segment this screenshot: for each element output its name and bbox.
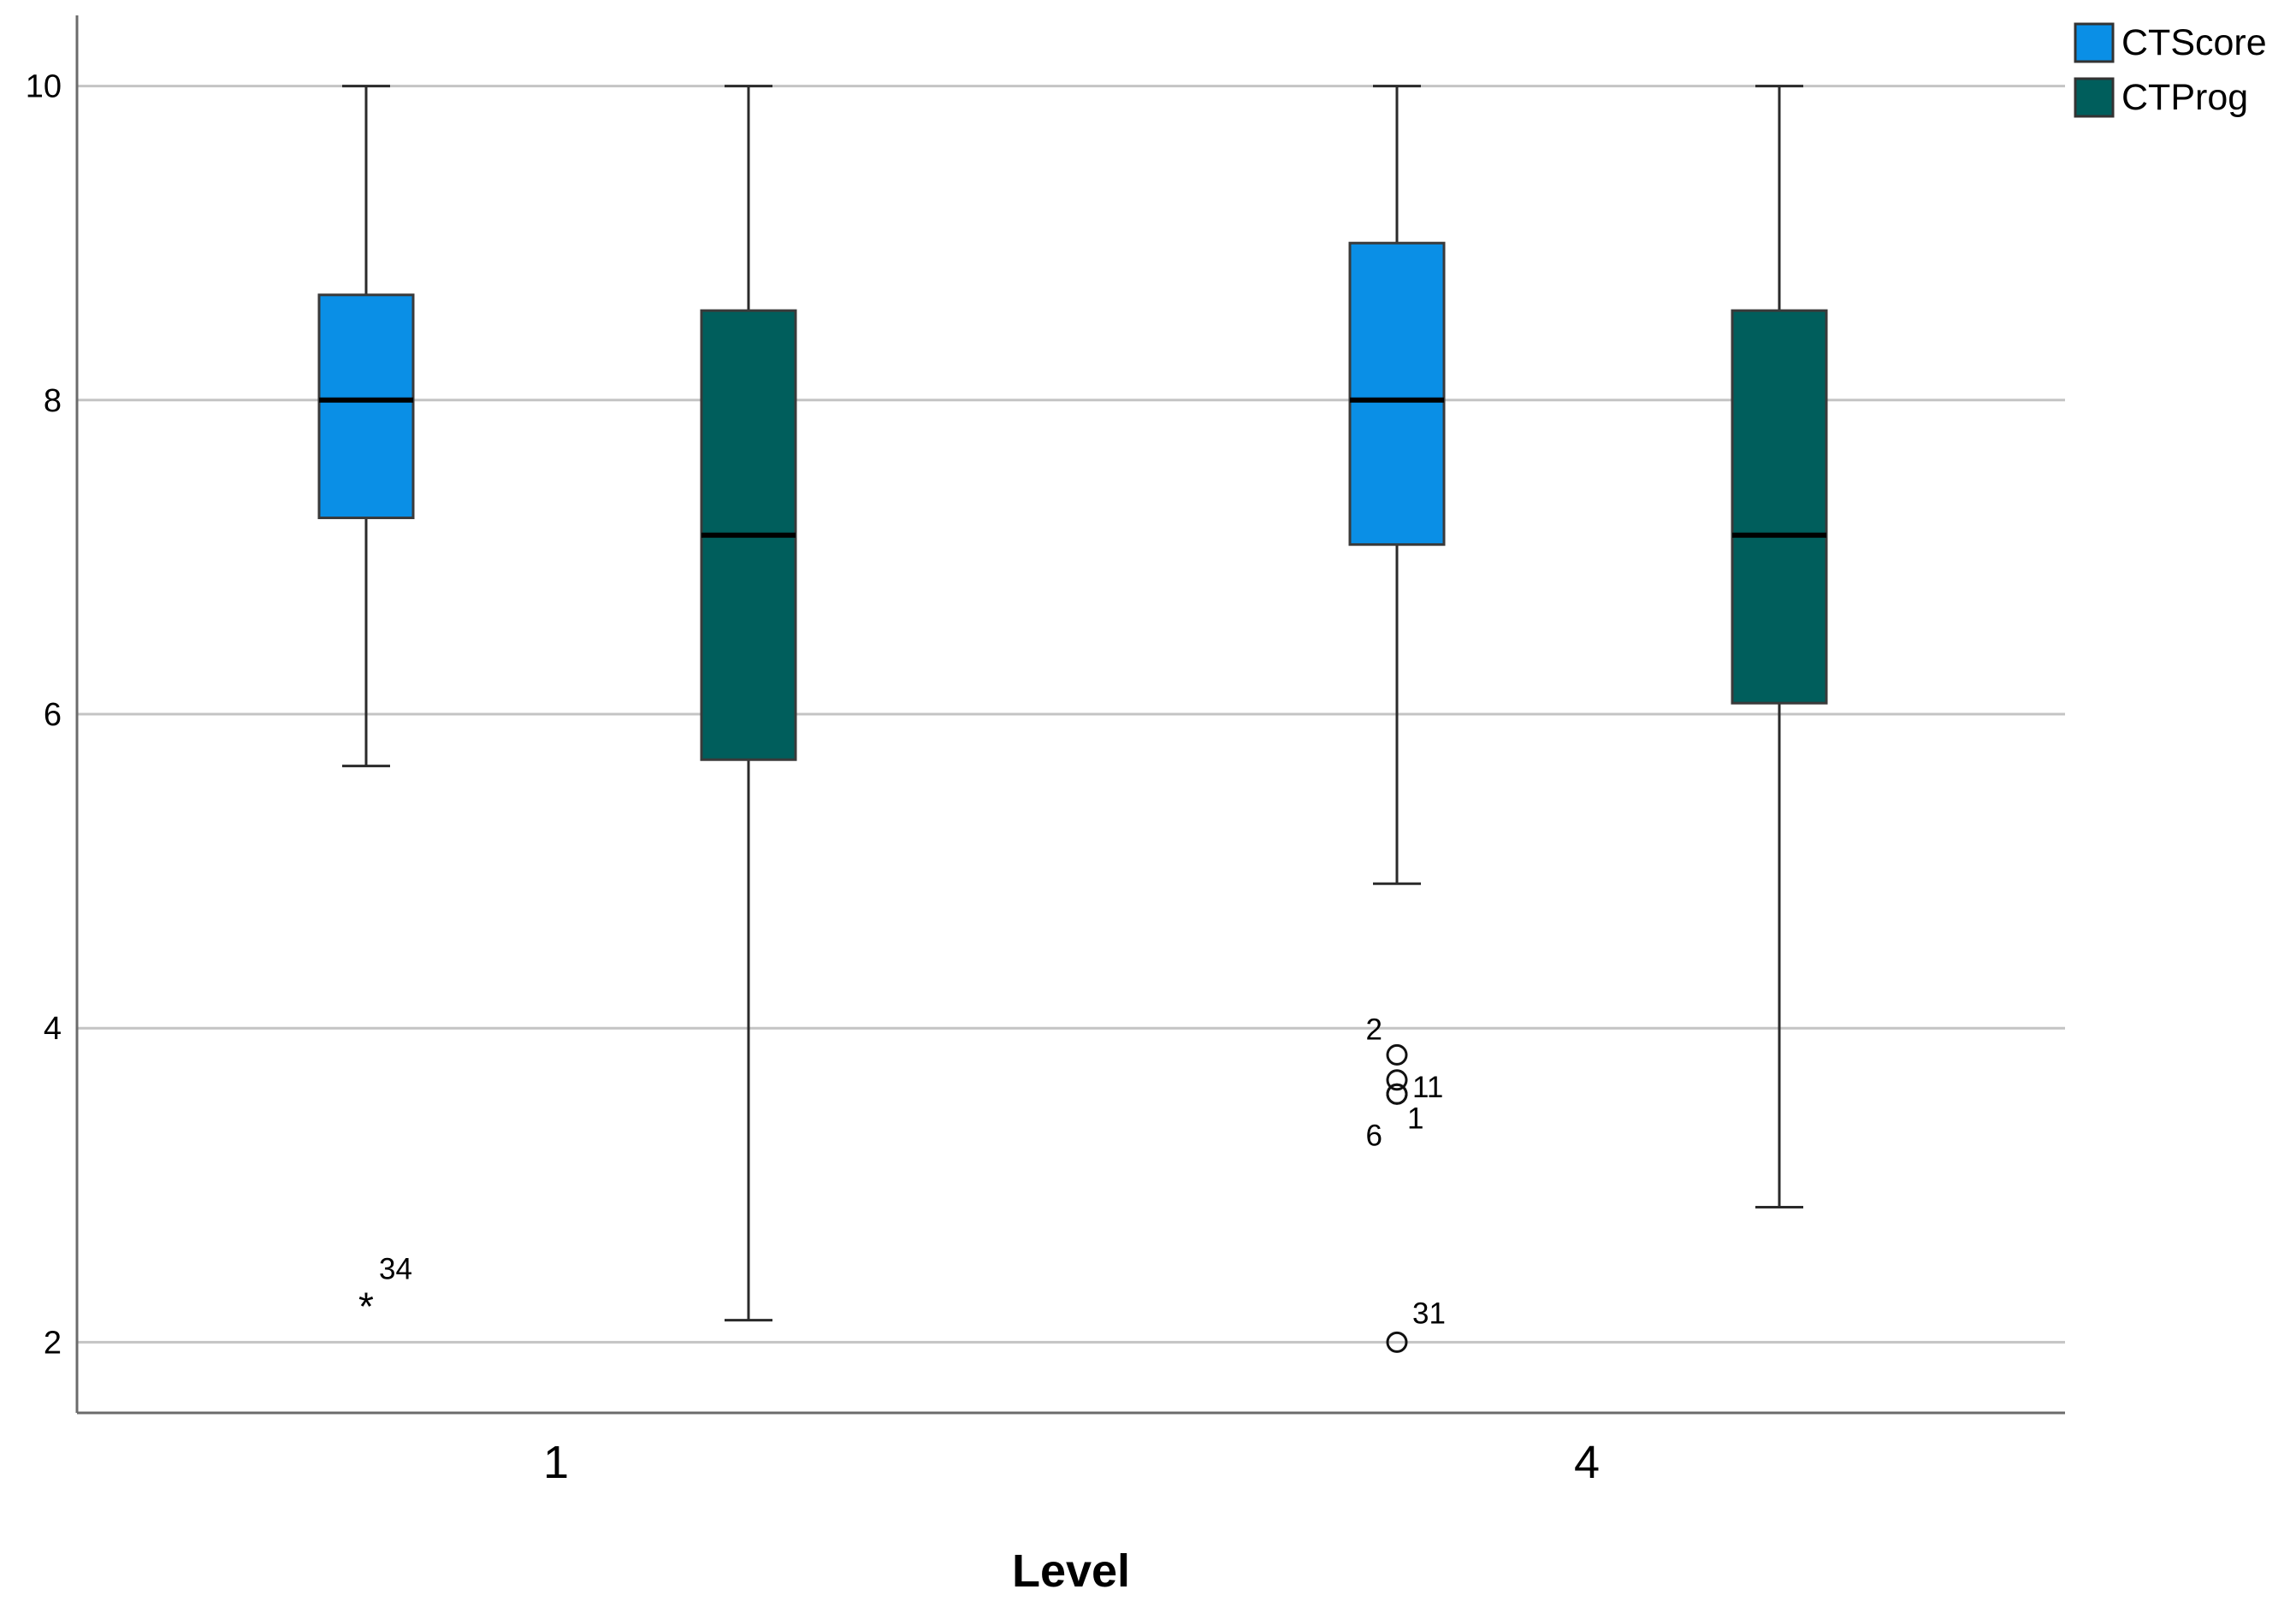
legend-label: CTScore (2121, 22, 2267, 63)
box-CTScore-level-4 (1348, 85, 1446, 885)
outlier-label: 1 (1407, 1102, 1423, 1135)
x-tick-label: 4 (1574, 1437, 1600, 1488)
box-CTProg-level-4 (1731, 85, 1828, 1208)
box-iqr (317, 293, 415, 520)
axis-labels: Level 2 4 6 8 10 1 4 (26, 69, 1600, 1597)
outlier-circle-marker (1386, 1043, 1408, 1066)
legend-item-CTScore[interactable]: CTScore (2074, 22, 2267, 63)
legend-swatch (2074, 22, 2115, 63)
y-tick-label: 8 (44, 383, 62, 419)
y-tick-label: 2 (44, 1325, 62, 1361)
outlier-circle-marker (1386, 1069, 1408, 1091)
outlier-label: 6 (1366, 1119, 1382, 1152)
x-tick-label: 1 (543, 1437, 569, 1488)
outlier-circle-marker (1386, 1083, 1408, 1105)
gridlines (77, 85, 2065, 1344)
legend[interactable]: CTScore CTProg (2074, 22, 2267, 118)
axes (75, 15, 2065, 1415)
outlier-star-marker: * (358, 1284, 374, 1328)
legend-swatch (2074, 77, 2115, 118)
outlier-label: 34 (379, 1252, 412, 1285)
outlier-label: 31 (1412, 1297, 1446, 1330)
y-tick-label: 6 (44, 697, 62, 733)
box-CTScore-level-1 (317, 85, 415, 768)
box-iqr (1348, 241, 1446, 547)
outlier-label: 2 (1366, 1013, 1382, 1046)
boxes (317, 85, 1828, 1322)
x-axis-title: Level (1012, 1545, 1130, 1597)
box-iqr (1731, 309, 1828, 705)
legend-label: CTProg (2121, 77, 2248, 118)
box-CTProg-level-1 (700, 85, 797, 1322)
outlier-circle-marker (1386, 1331, 1408, 1353)
y-tick-label: 4 (44, 1011, 62, 1047)
legend-item-CTProg[interactable]: CTProg (2074, 77, 2248, 118)
outlier-label: 11 (1412, 1071, 1443, 1104)
y-tick-label: 10 (26, 69, 62, 105)
